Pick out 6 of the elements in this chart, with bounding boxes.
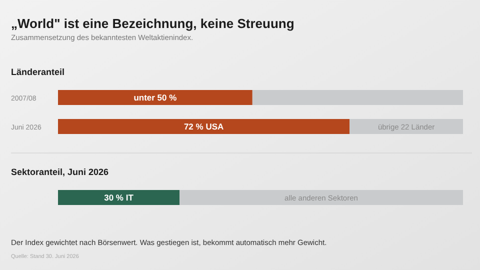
chart-title: Sektoranteil, Juni 2026 — [11, 167, 109, 177]
data-label: 72 % USA — [184, 122, 224, 132]
text: „World" ist eine Bezeichnung, keine Streuung — [11, 16, 294, 31]
data-label: unter 50 % — [134, 92, 178, 102]
data-label: 30 % IT — [104, 192, 134, 202]
chart-title: Länderanteil — [11, 67, 65, 77]
